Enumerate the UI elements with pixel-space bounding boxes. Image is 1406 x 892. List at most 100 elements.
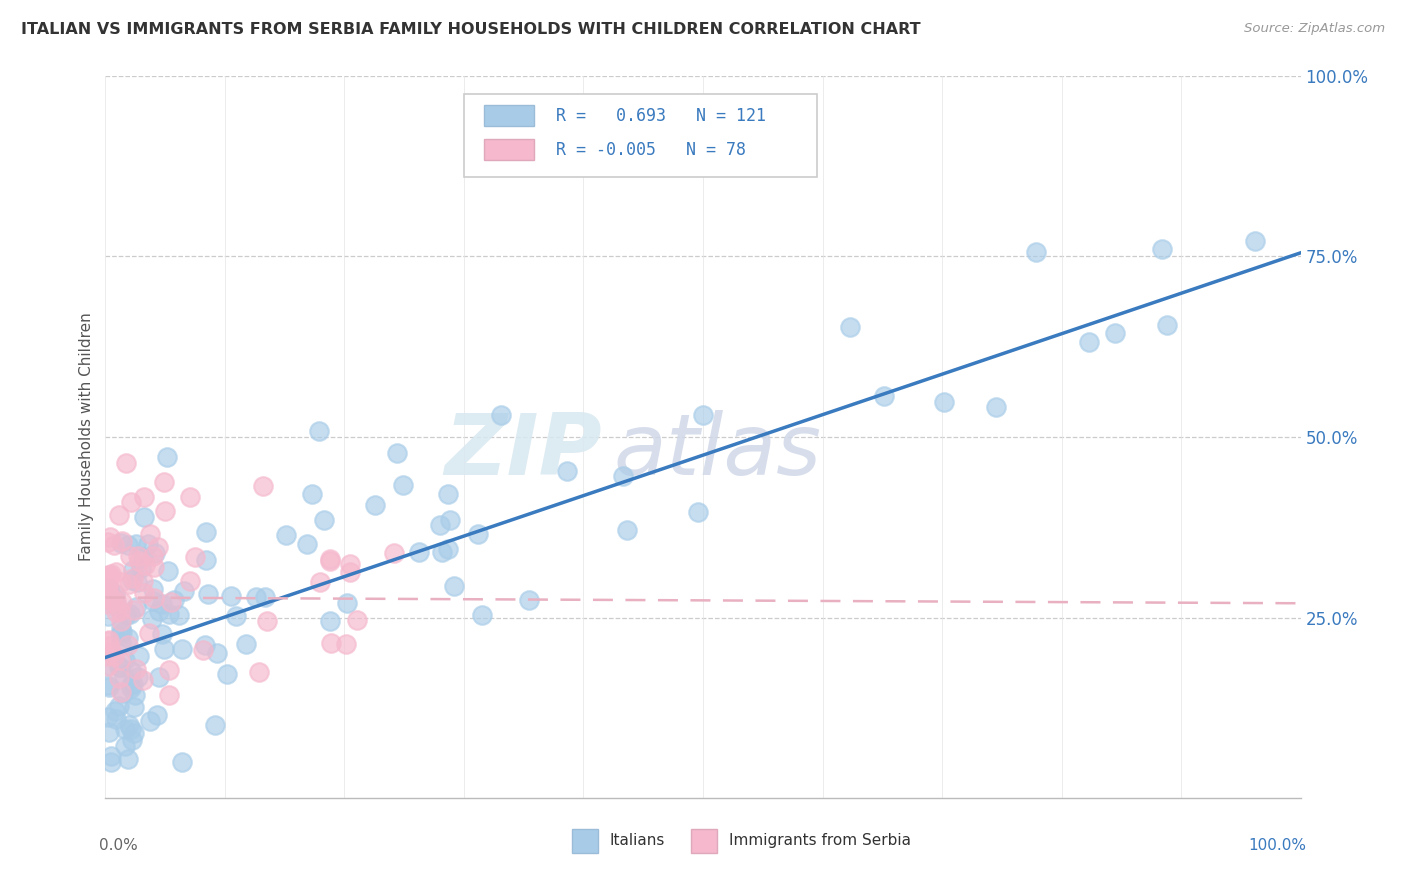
Point [105,566,128,580]
Point [97,724,120,739]
Point [97,597,120,611]
Point [157,564,180,578]
Point [98,633,121,648]
Point [517,592,540,607]
Text: Immigrants from Serbia: Immigrants from Serbia [730,833,911,848]
Point [97,659,120,673]
Point [97,657,120,672]
Point [204,718,226,732]
Point [118,717,141,731]
Point [934,395,956,409]
Point [184,549,207,564]
Point [98,582,121,596]
Point [138,625,160,640]
Point [120,664,142,678]
Point [195,524,218,539]
Point [100,755,122,769]
Point [1078,334,1101,349]
Point [142,559,165,574]
Text: 0.0%: 0.0% [100,838,138,853]
Point [157,607,180,622]
Point [162,592,184,607]
Point [105,599,128,614]
Point [339,565,361,579]
Point [103,591,125,605]
Point [122,699,145,714]
Point [101,593,124,607]
Point [104,594,127,608]
Bar [484,104,534,127]
Point [489,409,512,423]
Point [98,639,121,653]
Point [245,591,267,605]
Text: Source: ZipAtlas.com: Source: ZipAtlas.com [1244,22,1385,36]
Point [107,659,129,673]
Point [105,712,128,726]
Point [127,669,149,683]
Point [430,545,453,559]
Point [339,558,361,572]
Point [100,645,122,659]
Point [437,542,460,557]
Point [335,637,357,651]
Point [114,722,136,736]
Point [103,538,125,552]
Point [108,508,131,522]
Point [225,608,247,623]
Point [114,653,136,667]
Point [254,591,277,605]
Point [97,577,120,591]
Point [318,552,340,566]
Bar [484,138,534,161]
Point [110,621,132,635]
Point [108,653,131,667]
Point [364,498,387,512]
FancyBboxPatch shape [464,94,817,177]
Point [179,490,201,504]
Point [148,604,170,618]
Point [295,537,318,551]
Text: atlas: atlas [613,410,821,493]
Point [692,409,714,423]
Point [100,595,122,609]
Point [312,513,335,527]
Point [117,631,139,645]
Point [97,585,120,599]
Point [120,723,142,737]
Point [142,591,165,606]
Point [1104,326,1126,341]
Point [387,446,409,460]
Point [118,607,141,622]
Point [235,637,257,651]
Point [97,648,120,663]
Point [132,586,155,600]
Point [215,667,238,681]
Point [121,733,143,747]
Point [160,595,183,609]
Point [321,636,343,650]
Bar [692,830,717,853]
Point [117,751,139,765]
Point [118,576,141,591]
Text: ZIP: ZIP [444,410,602,493]
Point [346,613,368,627]
Point [1025,245,1047,260]
Point [142,582,165,596]
Point [108,699,131,714]
Point [172,755,194,769]
Point [247,665,270,680]
Point [97,590,120,604]
Point [120,678,142,692]
Point [153,475,176,490]
Point [467,527,489,541]
Point [392,478,415,492]
Point [108,671,131,685]
Text: R = -0.005   N = 78: R = -0.005 N = 78 [555,141,747,159]
Point [132,509,155,524]
Point [156,450,179,464]
Point [97,568,120,582]
Bar [571,830,598,853]
Point [114,739,136,753]
Point [97,587,120,601]
Point [98,568,121,582]
